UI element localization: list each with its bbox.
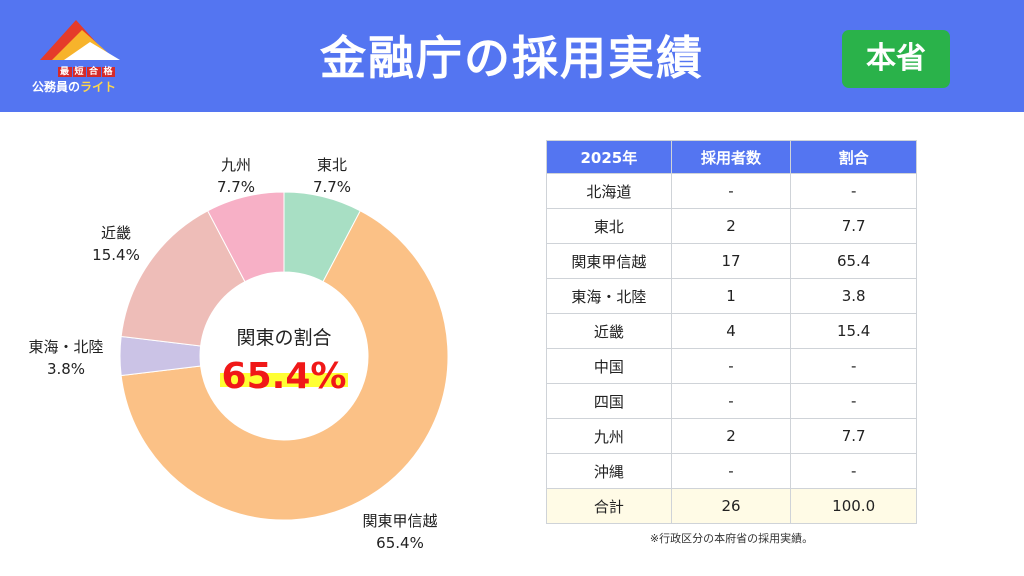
slice-value-label: 3.8% <box>47 360 85 378</box>
logo-wordmark: 公務員のライト <box>32 80 117 94</box>
slice-value-label: 15.4% <box>92 246 140 264</box>
region-cell: 合計 <box>546 488 672 524</box>
region-cell: 東北 <box>546 208 672 244</box>
table-row: 九州 2 7.7 <box>546 418 917 454</box>
table-row: 東海・北陸 1 3.8 <box>546 278 917 314</box>
slice-value-label: 65.4% <box>376 534 424 552</box>
ratio-cell: - <box>790 348 917 384</box>
table-row: 四国 - - <box>546 383 917 419</box>
table-header-row: 2025年 採用者数 割合 <box>546 140 917 174</box>
count-cell: 26 <box>670 488 792 524</box>
slice-value-label: 7.7% <box>313 178 351 196</box>
ratio-cell: 15.4 <box>790 313 917 349</box>
table-row: 東北 2 7.7 <box>546 208 917 244</box>
ratio-cell: 65.4 <box>790 243 917 279</box>
count-cell: - <box>670 453 792 489</box>
count-cell: - <box>670 173 792 209</box>
count-cell: 1 <box>670 278 792 314</box>
center-title: 関東の割合 <box>236 327 331 349</box>
slice-5 <box>207 191 285 283</box>
table-row: 近畿 4 15.4 <box>546 313 917 349</box>
table-row: 中国 - - <box>546 348 917 384</box>
ratio-cell: 7.7 <box>790 208 917 244</box>
brand-logo: 最短合格 公務員のライト <box>30 14 140 100</box>
slice-label: 九州 <box>221 156 251 174</box>
column-header-ratio: 割合 <box>790 140 917 174</box>
footnote: ※行政区分の本府省の採用実績。 <box>649 532 814 545</box>
slice-label: 東海・北陸 <box>28 338 103 356</box>
highlight-marker <box>220 373 348 387</box>
table-total-row: 合計 26 100.0 <box>546 488 917 524</box>
logo-mountain-icon <box>40 20 120 60</box>
ratio-cell: 100.0 <box>790 488 917 524</box>
count-cell: 17 <box>670 243 792 279</box>
slice-label: 関東甲信越 <box>362 512 437 530</box>
ratio-cell: 7.7 <box>790 418 917 454</box>
ministry-badge: 本省 <box>842 30 950 88</box>
slice-value-label: 7.7% <box>217 178 255 196</box>
slice-label: 東北 <box>317 156 347 174</box>
region-cell: 北海道 <box>546 173 672 209</box>
ratio-cell: - <box>790 173 917 209</box>
count-cell: 2 <box>670 208 792 244</box>
region-cell: 九州 <box>546 418 672 454</box>
donut-chart: 東北 7.7% 関東甲信越 65.4% 東海・北陸 3.8% 近畿 15.4% 九州 7.7% 関東… <box>28 156 449 552</box>
table-row: 沖縄 - - <box>546 453 917 489</box>
count-cell: - <box>670 348 792 384</box>
header-banner: 最短合格 公務員のライト 金融庁の採用実績 本省 <box>0 0 1024 112</box>
page-title: 金融庁の採用実績 <box>320 31 704 85</box>
hiring-table: 2025年 採用者数 割合 北海道 - - 東北 2 7.7 関東甲信越 17 65.4 東海・北… <box>546 140 917 524</box>
region-cell: 中国 <box>546 348 672 384</box>
donut-chart-area: 東北 7.7% 関東甲信越 65.4% 東海・北陸 3.8% 近畿 15.4% 九州 7.7% 関東… <box>0 130 520 570</box>
table-row: 関東甲信越 17 65.4 <box>546 243 917 279</box>
ratio-cell: - <box>790 453 917 489</box>
table-row: 北海道 - - <box>546 173 917 209</box>
region-cell: 沖縄 <box>546 453 672 489</box>
count-cell: 2 <box>670 418 792 454</box>
logo-tagline: 最短合格 <box>58 67 116 77</box>
column-header-count: 採用者数 <box>670 140 792 174</box>
slice-label: 近畿 <box>101 224 131 242</box>
region-cell: 四国 <box>546 383 672 419</box>
ratio-cell: 3.8 <box>790 278 917 314</box>
center-value: 65.4% <box>222 356 347 397</box>
region-cell: 東海・北陸 <box>546 278 672 314</box>
ratio-cell: - <box>790 383 917 419</box>
region-cell: 近畿 <box>546 313 672 349</box>
slice-2 <box>120 210 449 521</box>
count-cell: 4 <box>670 313 792 349</box>
region-cell: 関東甲信越 <box>546 243 672 279</box>
column-header-year: 2025年 <box>546 140 672 174</box>
count-cell: - <box>670 383 792 419</box>
